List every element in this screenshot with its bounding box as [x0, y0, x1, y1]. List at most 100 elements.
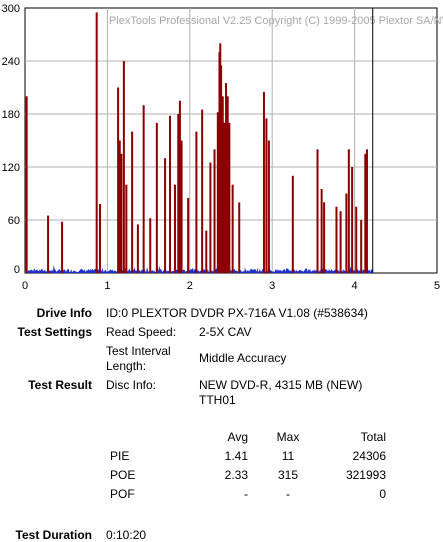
y-tick-label-5: 0 — [14, 264, 20, 276]
y-tick-label-3: 120 — [2, 162, 20, 174]
poe-bar-50 — [355, 206, 358, 273]
poe-bar-17 — [173, 184, 176, 273]
pie-series-area — [25, 265, 373, 273]
poe-series-bars — [25, 12, 368, 274]
poe-bar-40 — [267, 140, 270, 273]
poe-bar-26 — [213, 149, 216, 273]
y-tick-label-2: 180 — [2, 109, 20, 121]
chart-watermark: PlexTools Professional V2.25 Copyright (… — [109, 15, 443, 27]
poe-bar-8 — [122, 61, 125, 273]
drive-info-value: ID:0 PLEXTOR DVDR PX-716A V1.08 (#538634… — [106, 306, 368, 320]
poe-bar-18 — [177, 114, 180, 273]
results-row-poe-avg: 2.33 — [224, 468, 248, 482]
results-row-poe-name: POE — [110, 468, 136, 482]
x-tick-label-0: 0 — [22, 280, 28, 292]
results-row-pof-avg: - — [244, 487, 248, 501]
poe-bar-10 — [131, 131, 134, 273]
interval-value: Middle Accuracy — [199, 351, 287, 365]
results-header-total: Total — [360, 430, 386, 444]
poe-bar-47 — [345, 193, 348, 273]
poe-bar-20 — [180, 140, 183, 273]
x-tick-label-1: 1 — [104, 280, 110, 292]
results-row-pie-max: 11 — [281, 449, 295, 463]
poe-bar-21 — [187, 197, 190, 273]
poe-bar-1 — [47, 215, 50, 273]
poe-bar-33 — [225, 83, 228, 273]
results-row-pie-avg: 1.41 — [224, 449, 248, 463]
poe-bar-53 — [365, 149, 368, 273]
disc-info-value-line2: TTH01 — [199, 393, 236, 407]
poe-bar-44 — [323, 202, 326, 273]
scan-chart: PlexTools Professional V2.25 Copyright (… — [2, 3, 443, 292]
y-tick-label-4: 60 — [8, 215, 20, 227]
poe-bar-31 — [221, 96, 224, 273]
results-row-pof-name: POF — [110, 487, 135, 501]
poe-bar-38 — [262, 91, 265, 274]
interval-label-line1: Test Interval — [106, 344, 171, 358]
x-tick-label-3: 3 — [269, 280, 275, 292]
results-row-pie-total: 24306 — [352, 449, 386, 463]
poe-bar-43 — [320, 189, 323, 273]
poe-bar-39 — [265, 118, 268, 274]
y-tick-label-1: 240 — [2, 56, 20, 68]
poe-bar-6 — [118, 140, 121, 273]
drive-info-label: Drive Info — [36, 306, 92, 320]
poe-bar-35 — [228, 122, 231, 273]
poe-bar-37 — [238, 202, 241, 273]
disc-info-value-line1: NEW DVD-R, 4315 MB (NEW) — [199, 378, 363, 392]
y-axis-ticks: 300 240 180 120 60 0 — [2, 3, 20, 276]
poe-bar-30 — [220, 65, 223, 274]
poe-bar-16 — [169, 115, 172, 274]
poe-bar-11 — [136, 224, 139, 273]
x-tick-label-4: 4 — [352, 280, 358, 292]
poe-bar-4 — [98, 204, 101, 273]
poe-bar-15 — [164, 158, 167, 273]
poe-bar-14 — [155, 122, 158, 273]
poe-bar-34 — [226, 96, 229, 273]
results-row-poe-max: 315 — [277, 468, 299, 482]
poe-bar-46 — [339, 211, 342, 273]
poe-bar-52 — [364, 153, 367, 273]
test-duration-label: Test Duration — [15, 528, 92, 542]
results-header-avg: Avg — [227, 430, 248, 444]
poe-bar-9 — [125, 184, 128, 273]
x-tick-label-2: 2 — [187, 280, 193, 292]
results-row-pie-name: PIE — [110, 449, 130, 463]
poe-bar-7 — [120, 153, 123, 273]
poe-bar-0 — [25, 96, 28, 273]
y-tick-label-0: 300 — [2, 3, 20, 15]
test-result-label: Test Result — [28, 378, 92, 392]
disc-info-label: Disc Info: — [106, 378, 157, 392]
poe-bar-51 — [360, 220, 363, 273]
poe-bar-12 — [142, 105, 145, 274]
poe-bar-13 — [149, 218, 152, 273]
poe-bar-3 — [95, 12, 98, 274]
results-row-pof-max: - — [286, 487, 290, 501]
interval-label-line2: Length: — [106, 359, 147, 373]
poe-bar-42 — [316, 149, 319, 273]
poe-bar-22 — [195, 131, 198, 273]
results-header-max: Max — [276, 430, 300, 444]
poe-bar-32 — [223, 122, 226, 273]
poe-bar-25 — [209, 162, 212, 273]
poe-bar-24 — [205, 230, 208, 273]
x-tick-label-5: 5 — [434, 280, 440, 292]
poe-bar-5 — [117, 87, 120, 273]
poe-bar-27 — [216, 112, 219, 273]
poe-bar-48 — [347, 149, 350, 273]
poe-bar-45 — [335, 206, 338, 273]
test-duration-value: 0:10:20 — [106, 528, 147, 542]
results-row-poe-total: 321993 — [345, 468, 386, 482]
plot-frame — [24, 7, 438, 274]
poe-bar-36 — [231, 184, 234, 273]
poe-bar-19 — [178, 100, 181, 273]
grid-lines — [25, 8, 437, 273]
poe-bar-2 — [61, 221, 64, 273]
x-axis-ticks: 0 1 2 3 4 5 — [22, 280, 440, 292]
results-row-pof-total: 0 — [379, 487, 386, 501]
test-settings-label: Test Settings — [17, 325, 92, 339]
poe-bar-23 — [201, 109, 204, 273]
read-speed-value: 2-5X CAV — [199, 325, 252, 339]
poe-bar-49 — [351, 167, 354, 273]
poe-bar-41 — [291, 175, 294, 273]
